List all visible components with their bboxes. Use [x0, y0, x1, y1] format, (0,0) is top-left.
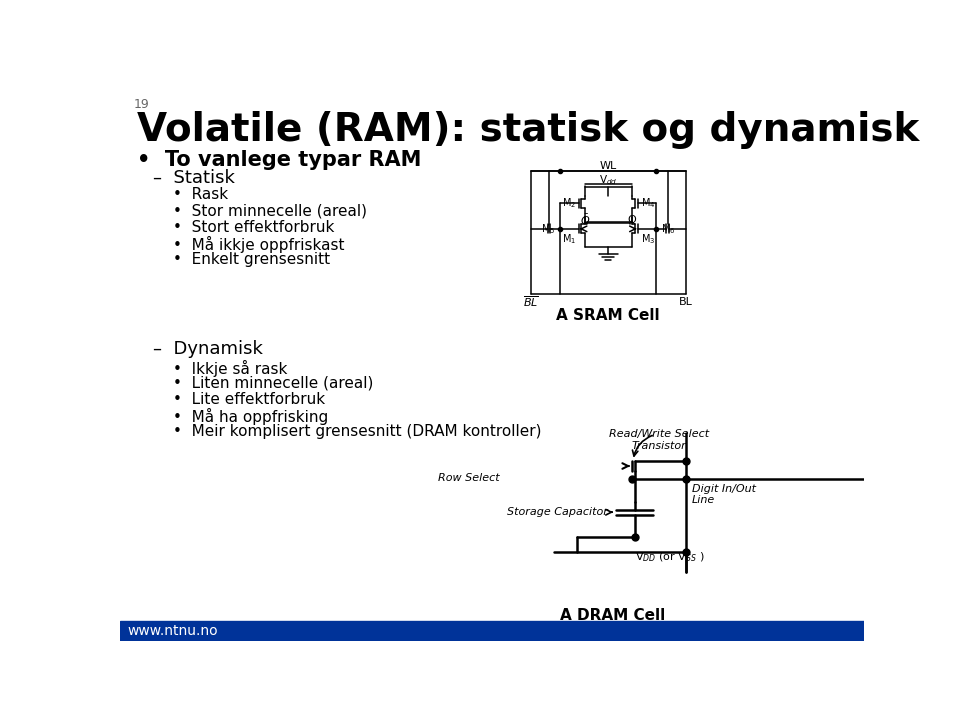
Text: •  Stort effektforbruk: • Stort effektforbruk: [173, 220, 334, 235]
Text: M$_2$: M$_2$: [562, 197, 576, 210]
Text: A DRAM Cell: A DRAM Cell: [560, 608, 664, 624]
Text: •  Enkelt grensesnitt: • Enkelt grensesnitt: [173, 252, 330, 267]
Text: M$_5$: M$_5$: [540, 222, 555, 235]
Text: •  To vanlege typar RAM: • To vanlege typar RAM: [137, 150, 421, 169]
Text: Q: Q: [627, 215, 636, 225]
Text: •  Lite effektforbruk: • Lite effektforbruk: [173, 392, 324, 407]
Text: M$_4$: M$_4$: [641, 197, 656, 210]
Text: $\overline{BL}$: $\overline{BL}$: [523, 294, 539, 310]
Text: •  Meir komplisert grensesnitt (DRAM kontroller): • Meir komplisert grensesnitt (DRAM kont…: [173, 424, 541, 439]
Text: •  Må ha oppfrisking: • Må ha oppfrisking: [173, 408, 328, 426]
Text: •  Rask: • Rask: [173, 187, 228, 202]
Text: WL: WL: [600, 161, 617, 171]
Text: •  Må ikkje oppfriskast: • Må ikkje oppfriskast: [173, 235, 345, 253]
Text: A SRAM Cell: A SRAM Cell: [557, 308, 660, 323]
Text: V$_{dd}$: V$_{dd}$: [599, 174, 617, 187]
Text: Read/Write Select
Transistor: Read/Write Select Transistor: [609, 429, 708, 451]
Text: •  Ikkje så rask: • Ikkje så rask: [173, 360, 287, 377]
Text: Digit In/Out
Line: Digit In/Out Line: [692, 484, 756, 505]
Text: –  Dynamisk: – Dynamisk: [153, 341, 262, 359]
Text: BL: BL: [679, 297, 693, 307]
Text: M$_3$: M$_3$: [641, 232, 655, 246]
Text: M$_1$: M$_1$: [562, 232, 576, 246]
Text: Volatile (RAM): statisk og dynamisk: Volatile (RAM): statisk og dynamisk: [137, 111, 920, 149]
Text: M$_6$: M$_6$: [661, 222, 676, 235]
Text: Row Select: Row Select: [438, 472, 500, 482]
Text: $\bar{Q}$: $\bar{Q}$: [580, 213, 590, 228]
Text: •  Stor minnecelle (areal): • Stor minnecelle (areal): [173, 204, 367, 218]
Text: 19: 19: [134, 98, 150, 111]
Text: •  Liten minnecelle (areal): • Liten minnecelle (areal): [173, 376, 373, 391]
Text: www.ntnu.no: www.ntnu.no: [128, 624, 218, 638]
Text: V$_{DD}$ (or V$_{SS}$ ): V$_{DD}$ (or V$_{SS}$ ): [636, 551, 705, 564]
Bar: [120, 621, 864, 641]
Text: Storage Capacitor: Storage Capacitor: [508, 507, 609, 517]
Text: –  Statisk: – Statisk: [153, 168, 234, 186]
